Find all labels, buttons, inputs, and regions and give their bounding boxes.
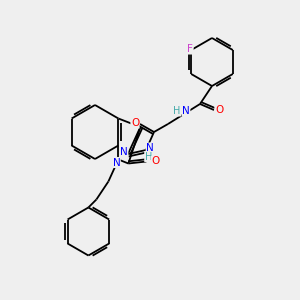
Text: N: N (112, 158, 120, 167)
Text: O: O (131, 118, 139, 128)
Text: N: N (120, 147, 128, 157)
Text: H: H (173, 106, 181, 116)
Text: N: N (182, 106, 190, 116)
Text: N: N (146, 143, 154, 153)
Text: F: F (187, 44, 193, 54)
Text: O: O (151, 157, 160, 166)
Text: O: O (215, 105, 223, 115)
Text: H: H (145, 152, 152, 161)
